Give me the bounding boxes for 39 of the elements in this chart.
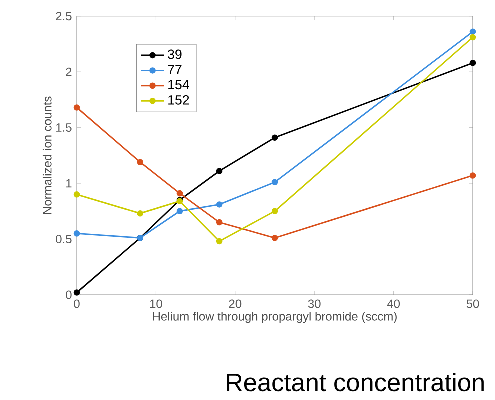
point	[272, 179, 278, 186]
x-tick-label: 30	[308, 300, 321, 308]
point	[137, 210, 144, 217]
x-tick-label: 40	[387, 300, 400, 308]
point	[470, 60, 476, 66]
x-axis-title: Helium flow through propargyl bromide (sccm)	[153, 312, 397, 324]
y-tick-label: 2	[66, 68, 72, 76]
point	[74, 290, 80, 296]
point	[470, 34, 476, 41]
point	[74, 230, 80, 237]
point	[74, 104, 80, 111]
point	[216, 168, 223, 174]
x-tick-label: 0	[74, 300, 80, 308]
point	[176, 190, 184, 197]
y-tick-label: 1.5	[56, 124, 72, 132]
y-tick-label: 0.5	[56, 235, 72, 244]
y-tick-label: 1	[66, 179, 72, 188]
point	[272, 235, 278, 242]
point	[272, 134, 278, 141]
legend-label: 152	[168, 95, 190, 105]
x-tick-label: 20	[229, 300, 242, 308]
y-tick-label: 2.5	[56, 12, 72, 21]
point	[470, 28, 476, 36]
point	[216, 219, 223, 226]
point	[216, 238, 223, 245]
text: Reactant concentration	[227, 373, 484, 392]
legend-label: 154	[168, 80, 190, 90]
legend-label: 39	[168, 50, 182, 60]
point	[137, 159, 144, 166]
y-axis-title: Normalized ion counts	[42, 96, 52, 214]
legend-label: 77	[168, 65, 182, 74]
point	[470, 172, 476, 179]
point	[74, 192, 80, 198]
y-tick-label: 0	[66, 290, 72, 300]
point	[272, 208, 278, 215]
x-tick-label: 50	[466, 300, 480, 308]
point	[216, 202, 223, 208]
x-tick-label: 10	[150, 300, 162, 308]
point	[176, 208, 184, 215]
